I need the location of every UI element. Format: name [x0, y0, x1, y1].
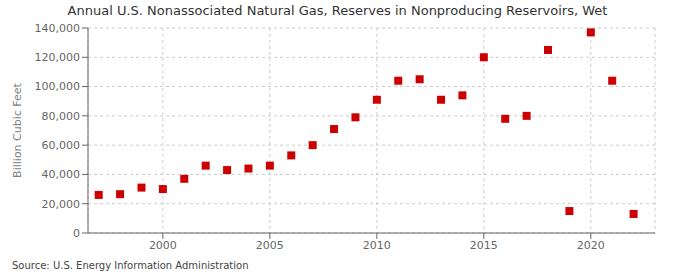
svg-text:2020: 2020 — [577, 239, 605, 252]
svg-text:2005: 2005 — [256, 239, 284, 252]
svg-text:80,000: 80,000 — [42, 110, 81, 123]
svg-text:140,000: 140,000 — [35, 22, 81, 35]
svg-text:40,000: 40,000 — [42, 168, 81, 181]
html-text:Annual U.S. Nonassociated Natu: Annual U.S. Nonassociated Natural Gas, R… — [67, 3, 608, 18]
html-text:Source: U.S. Energy Informatio: Source: U.S. Energy Information Administ… — [12, 260, 249, 271]
svg-text:2000: 2000 — [149, 239, 177, 252]
svg-text:0: 0 — [73, 227, 80, 240]
svg-text:20,000: 20,000 — [42, 198, 81, 211]
svg-text:120,000: 120,000 — [35, 51, 81, 64]
svg-text:Billion Cubic Feet: Billion Cubic Feet — [11, 82, 24, 177]
svg-text:2010: 2010 — [363, 239, 391, 252]
svg-text:60,000: 60,000 — [42, 139, 81, 152]
svg-text:2015: 2015 — [470, 239, 498, 252]
svg-text:100,000: 100,000 — [35, 80, 81, 93]
